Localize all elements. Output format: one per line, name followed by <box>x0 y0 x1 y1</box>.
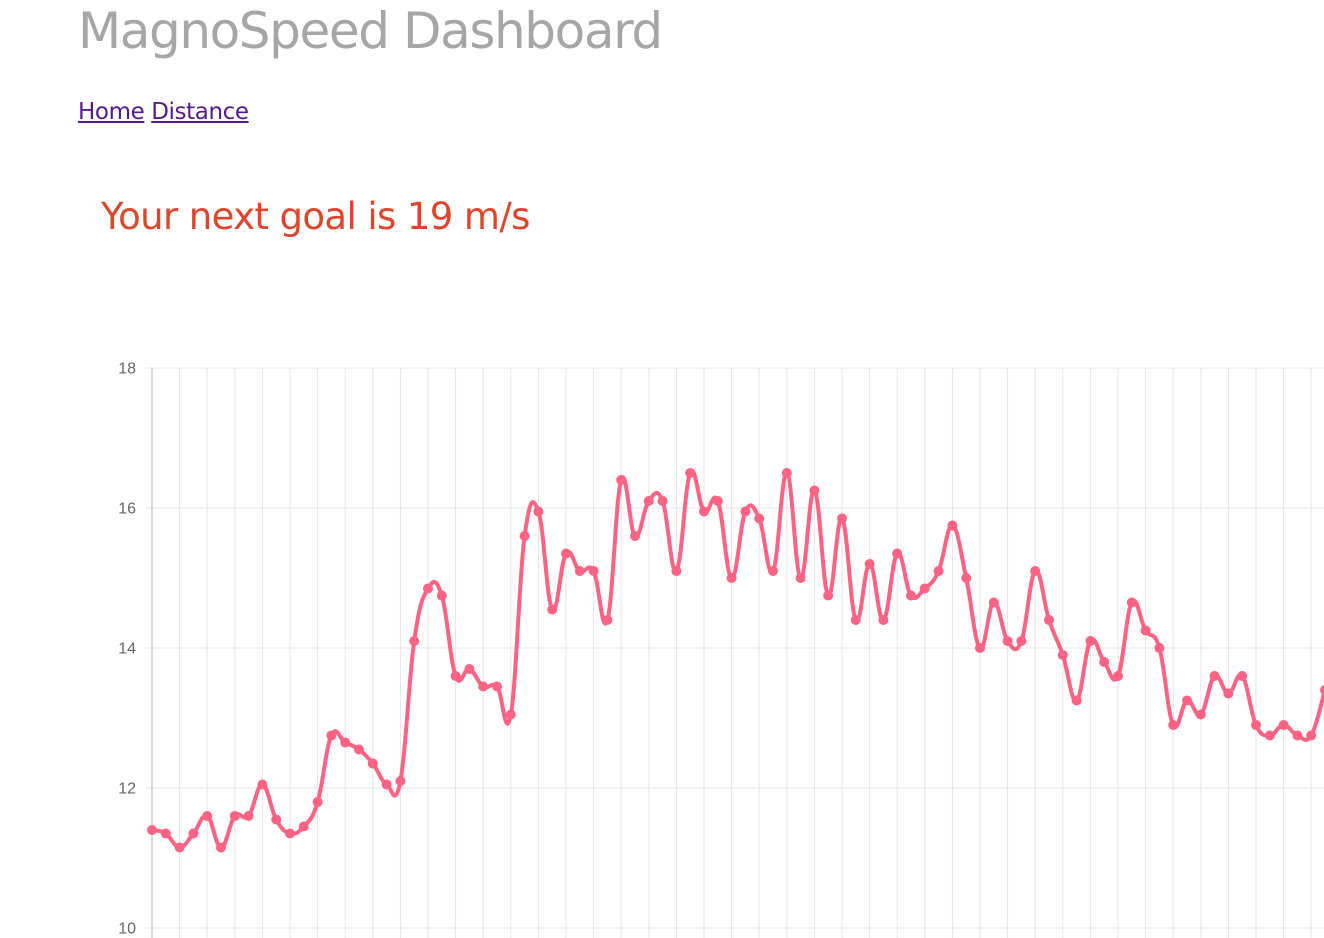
data-point <box>216 842 226 853</box>
data-point <box>1320 685 1324 695</box>
data-point <box>740 506 751 517</box>
data-point <box>312 797 323 807</box>
data-point <box>1016 636 1027 646</box>
data-point <box>795 573 806 583</box>
data-point <box>1099 657 1110 667</box>
data-point <box>1209 671 1220 681</box>
data-point <box>1113 671 1123 681</box>
data-point <box>947 520 958 531</box>
data-point <box>450 671 461 681</box>
data-point <box>464 664 475 674</box>
data-point <box>1030 566 1041 576</box>
data-point <box>919 583 930 594</box>
data-point <box>229 811 240 821</box>
data-point <box>1264 730 1275 741</box>
data-point <box>602 615 613 625</box>
goal-heading: Your next goal is 19 m/s <box>101 195 530 238</box>
data-point <box>1251 720 1261 730</box>
data-point <box>671 566 682 576</box>
data-point <box>505 709 516 720</box>
data-point <box>906 590 916 601</box>
data-point <box>878 615 889 625</box>
data-point <box>1126 597 1137 608</box>
y-tick-label: 16 <box>118 501 136 518</box>
data-point <box>1154 643 1165 653</box>
data-point <box>423 583 433 594</box>
data-point <box>381 779 392 790</box>
data-point <box>340 737 351 748</box>
data-point <box>174 842 185 853</box>
data-point <box>1278 720 1289 730</box>
data-point <box>160 828 171 839</box>
y-tick-label: 14 <box>118 641 136 658</box>
data-point <box>850 615 861 625</box>
data-point <box>643 496 654 506</box>
data-point <box>202 811 213 821</box>
nav-link-distance[interactable]: Distance <box>151 99 249 125</box>
y-tick-label: 18 <box>118 361 136 378</box>
data-point <box>1057 650 1068 660</box>
data-point <box>588 566 599 576</box>
data-point <box>147 825 157 835</box>
data-point <box>188 828 199 839</box>
data-point <box>326 730 337 741</box>
data-point <box>1292 730 1303 741</box>
data-point <box>616 475 627 485</box>
page-title: MagnoSpeed Dashboard <box>78 2 663 60</box>
data-point <box>561 548 571 559</box>
data-point <box>298 821 309 832</box>
data-point <box>685 468 696 478</box>
data-point <box>892 548 903 559</box>
data-point <box>768 566 778 576</box>
data-point <box>243 811 254 821</box>
nav-link-home[interactable]: Home <box>78 99 145 125</box>
data-point <box>367 758 378 769</box>
data-point <box>478 681 489 692</box>
data-point <box>988 597 999 608</box>
data-point <box>1140 625 1151 636</box>
data-point <box>975 643 985 653</box>
data-point <box>354 744 364 755</box>
data-point <box>1071 695 1082 706</box>
data-point <box>712 496 723 506</box>
data-point <box>1306 730 1317 741</box>
y-tick-label: 10 <box>118 921 136 938</box>
data-point <box>1182 695 1192 706</box>
data-point <box>533 506 544 517</box>
data-point <box>409 636 420 646</box>
data-point <box>837 513 847 524</box>
data-point <box>1002 636 1013 646</box>
data-point <box>933 566 944 576</box>
data-point <box>1223 688 1234 699</box>
data-point <box>574 566 585 576</box>
data-point <box>754 513 765 524</box>
nav-bar: Home Distance <box>78 97 249 127</box>
data-point <box>519 531 530 541</box>
data-point <box>436 590 447 601</box>
data-point <box>809 485 820 496</box>
y-tick-label: 12 <box>118 781 136 798</box>
series-line <box>150 469 1324 850</box>
data-point <box>1044 615 1054 625</box>
data-point <box>657 496 668 506</box>
data-point <box>781 468 792 478</box>
data-point <box>271 814 282 825</box>
data-point <box>1085 636 1096 646</box>
data-point <box>1195 709 1206 720</box>
data-point <box>395 776 406 786</box>
data-point <box>257 779 268 790</box>
data-point <box>547 604 558 615</box>
data-point <box>630 531 640 541</box>
data-point <box>1237 671 1248 681</box>
data-point <box>1168 720 1179 730</box>
data-point <box>823 590 834 601</box>
data-point <box>726 573 737 583</box>
data-point <box>699 506 709 517</box>
data-point <box>961 573 972 583</box>
data-point <box>492 681 502 692</box>
data-point <box>285 828 295 839</box>
data-point <box>864 559 875 569</box>
